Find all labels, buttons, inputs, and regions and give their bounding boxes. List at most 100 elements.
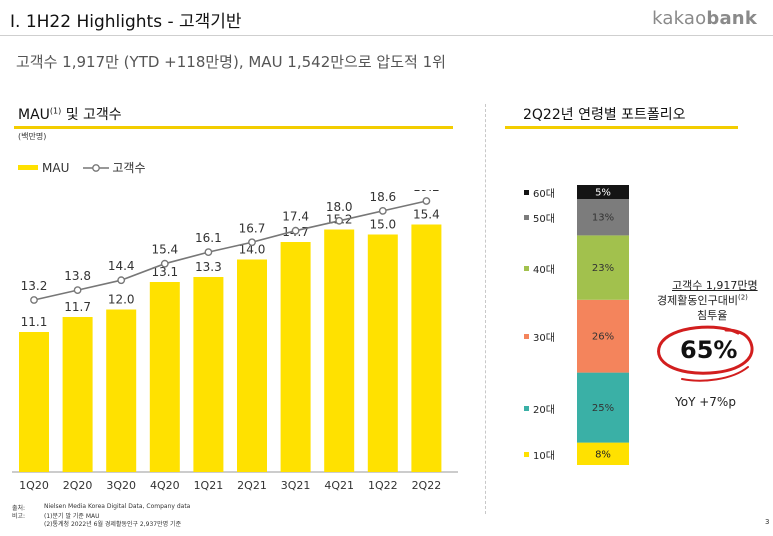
section-divider xyxy=(485,104,486,514)
customers-label-3Q20: 14.4 xyxy=(108,259,135,273)
age-segment-10대 xyxy=(577,442,629,465)
customers-point-3Q21 xyxy=(291,226,300,235)
page-number: 3 xyxy=(765,518,770,526)
x-tick-1Q21: 1Q21 xyxy=(194,479,224,492)
page-subtitle: 고객수 1,917만 (YTD +118만명), MAU 1,542만으로 압도… xyxy=(16,53,446,71)
age-legend-label-20대: 20대 xyxy=(533,404,555,416)
age-legend-swatch-60대 xyxy=(524,190,529,195)
mau-bar-2Q20 xyxy=(62,317,93,472)
age-legend-label-40대: 40대 xyxy=(533,264,555,276)
age-legend-swatch-10대 xyxy=(524,451,529,457)
footnote-source: Nielsen Media Korea Digital Data, Compan… xyxy=(44,503,191,510)
legend-mau-label: MAU xyxy=(42,160,70,175)
customers-label-2Q20: 13.8 xyxy=(64,269,91,283)
mau-chart-title-main: MAU xyxy=(18,107,50,123)
mau-bar-3Q21 xyxy=(280,242,311,472)
penetration-yoy: YoY +7%p xyxy=(675,395,736,409)
mau-label-1Q20: 11.1 xyxy=(21,315,48,329)
customers-count-note: 고객수 1,917만명 xyxy=(672,279,758,292)
customers-point-1Q20 xyxy=(30,296,38,304)
age-segment-50대 xyxy=(577,199,629,236)
mau-label-3Q20: 12.0 xyxy=(108,293,135,307)
customers-label-1Q22: 18.6 xyxy=(369,190,396,204)
mau-chart-title-rule xyxy=(14,126,453,129)
customers-point-4Q21 xyxy=(335,216,344,225)
customers-point-3Q20 xyxy=(117,276,126,285)
penetration-basis-text: 경제활동인구대비 xyxy=(657,294,738,307)
mau-chart-title: MAU(1) 및 고객수 xyxy=(18,104,122,124)
customers-point-2Q21 xyxy=(248,238,256,247)
age-segment-20대 xyxy=(577,372,629,443)
mau-bar-4Q20 xyxy=(149,282,180,472)
mau-bar-2Q21 xyxy=(237,259,267,472)
mau-customer-chart: 11.1 1Q20 11.7 2Q20 12.0 3Q20 13.1 4Q20 13.3 1Q21… xyxy=(12,190,458,492)
x-tick-2Q22: 2Q22 xyxy=(412,479,442,492)
legend-customers-swatch xyxy=(83,163,110,172)
mau-bar-2Q22 xyxy=(411,224,442,472)
x-tick-1Q22: 1Q22 xyxy=(368,479,398,492)
age-legend-item-10대: 10대 xyxy=(524,447,555,462)
age-segment-label-10대: 8% xyxy=(595,449,611,460)
penetration-label: 침투율 xyxy=(697,309,728,322)
customers-point-2Q22 xyxy=(422,197,431,205)
customers-point-1Q22 xyxy=(378,206,387,215)
age-legend-swatch-40대 xyxy=(524,265,529,271)
footnote-source-label: 출처: xyxy=(12,505,26,512)
age-legend-label-50대: 50대 xyxy=(533,214,555,226)
mau-label-2Q20: 11.7 xyxy=(64,300,91,314)
x-tick-1Q20: 1Q20 xyxy=(19,479,49,492)
age-legend-item-40대: 40대 xyxy=(524,261,555,276)
customers-label-4Q20: 15.4 xyxy=(151,243,178,257)
x-tick-4Q21: 4Q21 xyxy=(324,479,354,492)
mau-label-1Q21: 13.3 xyxy=(195,260,222,274)
age-segment-label-40대: 23% xyxy=(592,263,614,274)
age-portfolio-chart: 8% 25% 26% 23% 13% 5% xyxy=(577,185,629,465)
age-legend-swatch-30대 xyxy=(524,334,529,340)
age-legend-item-50대: 50대 xyxy=(524,210,555,225)
customers-label-2Q22: 19.2 xyxy=(413,190,440,194)
mau-bar-1Q22 xyxy=(367,234,398,472)
x-tick-3Q20: 3Q20 xyxy=(106,479,136,492)
age-segment-label-50대: 13% xyxy=(592,213,614,224)
customers-label-1Q20: 13.2 xyxy=(21,279,48,293)
customers-label-2Q21: 16.7 xyxy=(239,221,266,235)
age-legend-item-20대: 20대 xyxy=(524,401,555,416)
mau-bar-3Q20 xyxy=(106,309,137,472)
age-legend-swatch-50대 xyxy=(524,215,529,221)
customers-point-4Q20 xyxy=(160,259,169,268)
age-legend-label-10대: 10대 xyxy=(533,450,555,462)
customers-point-2Q20 xyxy=(73,286,82,295)
mau-label-1Q22: 15.0 xyxy=(369,218,396,232)
page-title: I. 1H22 Highlights - 고객기반 xyxy=(10,12,242,32)
penetration-basis-note: 경제활동인구대비(2) xyxy=(657,292,748,308)
age-legend-label-30대: 30대 xyxy=(533,333,555,345)
brand-logo-bold: bank xyxy=(706,8,757,29)
age-segment-60대 xyxy=(577,185,629,199)
age-legend-item-30대: 30대 xyxy=(524,329,555,344)
customers-label-1Q21: 16.1 xyxy=(195,231,222,245)
chart-unit-label: (백만명) xyxy=(18,132,47,141)
age-segment-label-20대: 25% xyxy=(592,403,614,414)
mau-chart-title-sup: (1) xyxy=(49,106,62,116)
brand-logo-light: kakao xyxy=(652,8,707,29)
mau-chart-legend: MAU 고객수 xyxy=(18,159,145,176)
x-tick-3Q21: 3Q21 xyxy=(281,479,311,492)
customers-point-1Q21 xyxy=(204,248,213,257)
penetration-basis-sup: (2) xyxy=(737,293,748,302)
legend-mau-swatch xyxy=(18,165,38,170)
mau-label-2Q22: 15.4 xyxy=(413,208,440,222)
age-legend-swatch-20대 xyxy=(524,405,529,411)
mau-bar-1Q20 xyxy=(19,332,49,472)
footnote-note-1: (1)분기 말 기준 MAU xyxy=(44,513,100,520)
age-segment-40대 xyxy=(577,235,629,300)
age-portfolio-title-rule xyxy=(505,126,738,129)
legend-customers-label: 고객수 xyxy=(112,161,146,175)
mau-chart-title-rest: 및 고객수 xyxy=(61,107,122,123)
age-segment-30대 xyxy=(577,299,629,373)
age-portfolio-title: 2Q22년 연령별 포트폴리오 xyxy=(523,107,686,123)
age-legend-item-60대: 60대 xyxy=(524,185,555,200)
footnote-note-label: 비고: xyxy=(12,513,26,520)
x-tick-2Q20: 2Q20 xyxy=(63,479,93,492)
mau-bar-4Q21 xyxy=(324,229,355,472)
age-legend-label-60대: 60대 xyxy=(533,189,555,200)
